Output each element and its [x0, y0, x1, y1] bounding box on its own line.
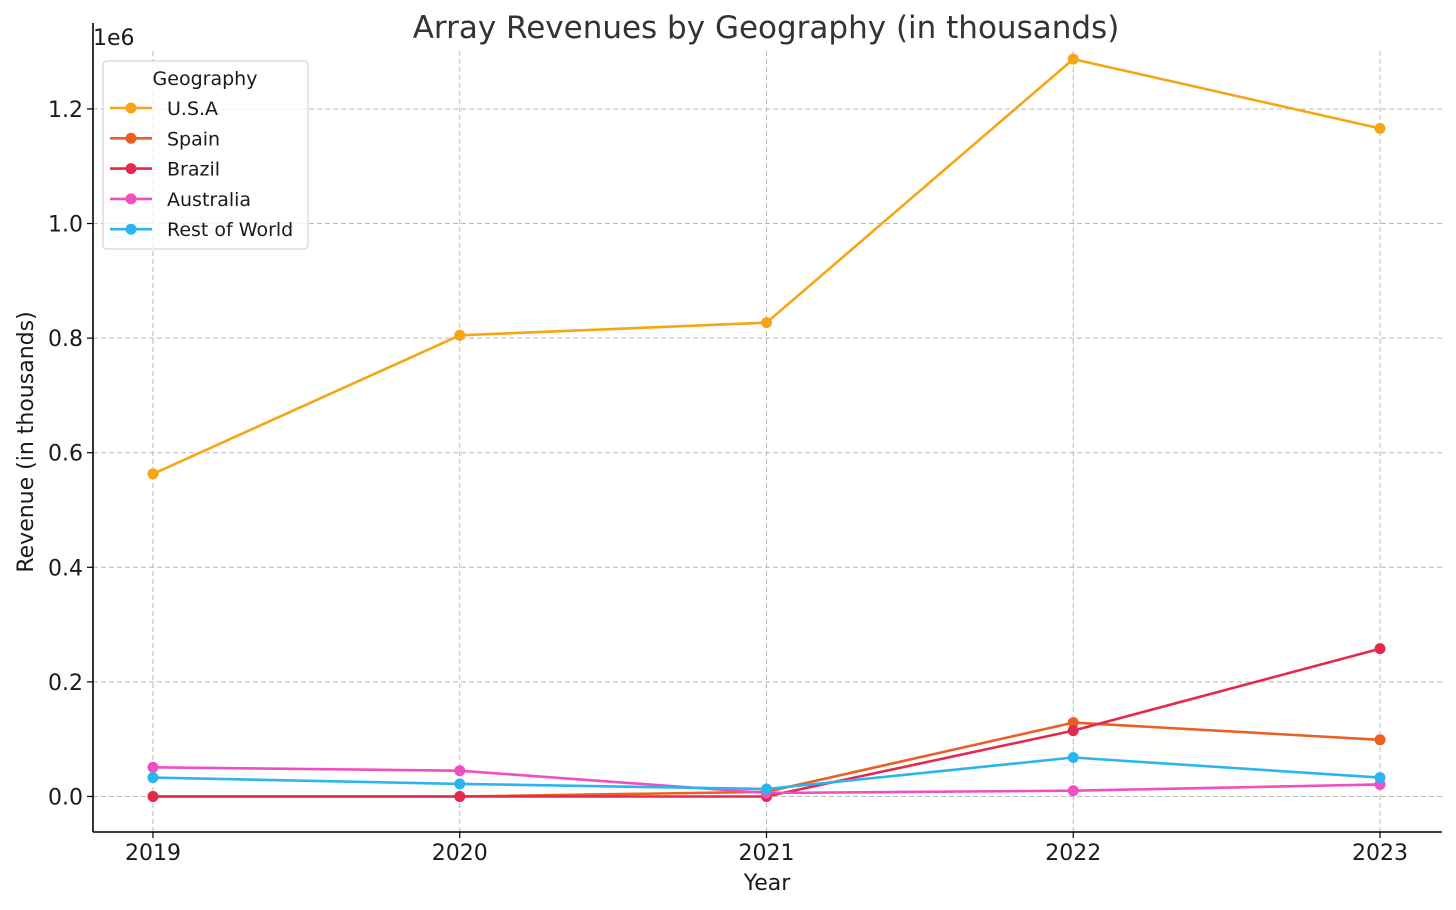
data-point-u-s-a	[1374, 122, 1386, 134]
series-layer	[147, 53, 1386, 802]
x-tick-label: 2021	[739, 841, 795, 866]
legend-label: U.S.A	[167, 98, 218, 120]
y-tick-label: 1.0	[48, 213, 83, 238]
legend-label: Australia	[167, 189, 251, 211]
legend-swatch-marker	[125, 132, 137, 144]
legend-title: Geography	[153, 68, 258, 90]
data-point-australia	[454, 765, 466, 777]
data-point-spain	[1374, 734, 1386, 746]
grid-layer	[93, 51, 1442, 832]
data-point-spain	[1067, 717, 1079, 729]
legend-swatch-marker	[125, 102, 137, 114]
y-tick-label: 1.2	[48, 98, 83, 123]
data-point-brazil	[147, 790, 159, 802]
legend-label: Rest of World	[167, 219, 293, 241]
data-point-australia	[147, 761, 159, 773]
series-rest-of-world	[147, 752, 1386, 795]
legend-entries: U.S.A Spain Brazil Australia Rest of World	[110, 98, 293, 241]
y-tick-label: 0.4	[48, 556, 83, 581]
legend-item-rest-of-world: Rest of World	[110, 219, 293, 241]
x-tick-label: 2022	[1045, 841, 1101, 866]
data-point-u-s-a	[454, 329, 466, 341]
x-tick-label: 2019	[125, 841, 181, 866]
series-brazil	[147, 643, 1386, 802]
axes-layer: 2019 2020 2021 2022 2023 0.0 0.2 0.4 0.6 0.8 1.0 1.…	[48, 23, 1442, 866]
chart-title: Array Revenues by Geography (in thousand…	[413, 10, 1120, 46]
data-point-rest-of-world	[1374, 772, 1386, 784]
y-tick-label: 0.2	[48, 671, 83, 696]
y-tick-label: 0.6	[48, 442, 83, 467]
data-point-rest-of-world	[761, 783, 772, 795]
legend-label: Brazil	[167, 159, 220, 181]
legend-item-u-s-a: U.S.A	[110, 98, 218, 120]
data-point-rest-of-world	[1067, 752, 1079, 764]
legend: Geography U.S.A Spain Brazil Australia Rest …	[102, 60, 309, 250]
data-point-u-s-a	[147, 468, 159, 480]
data-point-brazil	[1374, 643, 1386, 655]
data-point-u-s-a	[1067, 53, 1079, 65]
y-offset-label: 1e6	[93, 26, 135, 51]
data-point-brazil	[454, 790, 466, 802]
legend-label: Spain	[167, 128, 220, 150]
y-axis-label: Revenue (in thousands)	[14, 311, 39, 572]
data-point-brazil	[1067, 725, 1079, 737]
legend-item-australia: Australia	[110, 189, 251, 211]
data-point-rest-of-world	[454, 778, 466, 790]
x-tick-label: 2020	[432, 841, 488, 866]
data-point-rest-of-world	[147, 772, 159, 784]
legend-item-spain: Spain	[110, 128, 220, 150]
x-tick-label: 2023	[1352, 841, 1408, 866]
x-axis-label: Year	[743, 871, 792, 896]
series-u-s-a	[147, 53, 1386, 480]
legend-swatch-marker	[125, 223, 137, 235]
legend-item-brazil: Brazil	[110, 159, 220, 181]
legend-swatch-marker	[125, 193, 137, 205]
legend-swatch-marker	[125, 163, 137, 175]
data-point-u-s-a	[761, 317, 772, 329]
legend-box	[102, 60, 309, 250]
y-tick-label: 0.0	[48, 785, 83, 810]
data-point-australia	[1067, 785, 1079, 797]
y-tick-label: 0.8	[48, 327, 83, 352]
